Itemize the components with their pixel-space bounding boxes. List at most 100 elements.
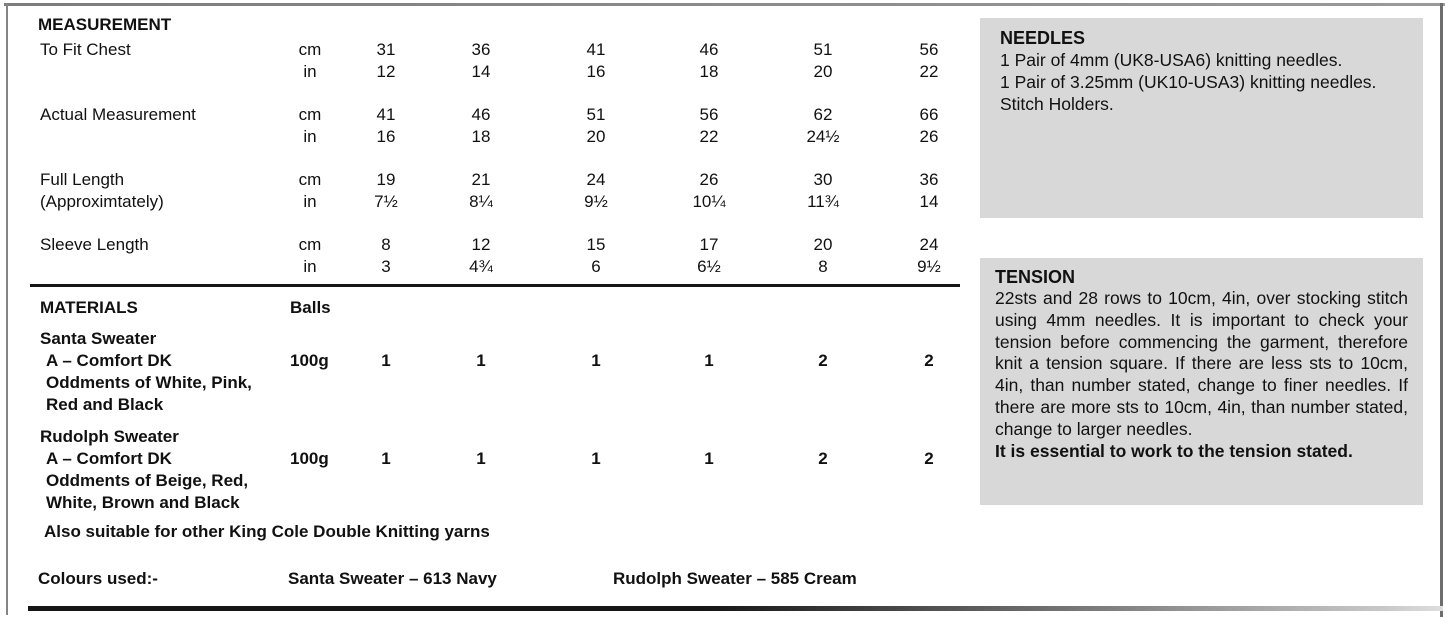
material-name-line: White, Brown and Black (46, 493, 240, 512)
size-value: 21 (471, 170, 491, 189)
measurement-row-cm-line: Full Length cm 19 21 24 26 30 36 (38, 169, 970, 191)
size-value: 24 (919, 235, 939, 254)
measurement-row-cm-line: Sleeve Length cm 8 12 15 17 20 24 (38, 234, 970, 256)
unit-in: in (303, 62, 317, 81)
balls-count: 1 (591, 449, 601, 468)
measurement-row-full-length: Full Length cm 19 21 24 26 30 36 (Approx… (38, 169, 970, 213)
measurement-row-in-line: in 3 4¾ 6 6½ 8 9½ (38, 256, 970, 278)
size-value: 20 (813, 62, 833, 81)
needles-line: 1 Pair of 3.25mm (UK10-USA3) knitting ne… (1000, 72, 1377, 92)
row-label: Full Length (40, 170, 125, 189)
size-value: 18 (699, 62, 719, 81)
size-value: 10¼ (692, 192, 726, 211)
balls-count: 2 (924, 351, 934, 370)
material-name-line: A – Comfort DK (46, 449, 172, 468)
tension-emphasis-text: It is essential to work to the tension s… (995, 440, 1353, 461)
size-value: 17 (699, 235, 719, 254)
size-value: 15 (586, 235, 606, 254)
colour-santa-sweater: Santa Sweater – 613 Navy (288, 569, 497, 588)
unit-cm: cm (298, 40, 322, 59)
ball-weight: 100g (290, 351, 329, 370)
size-value: 26 (919, 127, 939, 146)
size-value: 16 (376, 127, 396, 146)
material-name-line: A – Comfort DK (46, 351, 172, 370)
balls-count: 2 (818, 449, 828, 468)
size-value: 26 (699, 170, 719, 189)
size-value: 8 (381, 235, 391, 254)
size-value: 12 (376, 62, 396, 81)
size-value: 41 (586, 40, 606, 59)
material-row-santa-sweater: Santa Sweater A – Comfort DK Oddments of… (38, 328, 970, 416)
measurement-row-cm-line: Actual Measurement cm 41 46 51 56 62 66 (38, 104, 970, 126)
measurement-row-in-line: in 12 14 16 18 20 22 (38, 61, 970, 83)
page-border-top (4, 3, 1445, 6)
size-value: 22 (919, 62, 939, 81)
size-value: 4¾ (469, 257, 493, 276)
size-value: 51 (813, 40, 833, 59)
material-name-line: Oddments of White, Pink, (46, 373, 252, 392)
unit-cm: cm (298, 235, 322, 254)
size-value: 6 (591, 257, 601, 276)
size-value: 11¾ (807, 192, 839, 211)
section-divider-rule (30, 284, 960, 287)
measurement-section-title: MEASUREMENT (38, 15, 172, 34)
material-row-rudolph-sweater: Rudolph Sweater A – Comfort DK Oddments … (38, 426, 970, 514)
row-label: Sleeve Length (40, 235, 149, 254)
measurement-row-in-line: in 16 18 20 22 24½ 26 (38, 126, 970, 148)
size-value: 14 (471, 62, 491, 81)
material-name: Santa Sweater A – Comfort DK Oddments of… (38, 328, 278, 416)
unit-in: in (303, 257, 317, 276)
material-name-line: Santa Sweater (40, 329, 157, 348)
colour-rudolph-sweater: Rudolph Sweater – 585 Cream (613, 569, 857, 588)
row-label-2: (Approximtately) (40, 192, 164, 211)
size-value: 31 (376, 40, 396, 59)
size-value: 9½ (584, 192, 608, 211)
needles-panel: NEEDLES 1 Pair of 4mm (UK8-USA6) knittin… (980, 18, 1423, 218)
size-value: 24½ (806, 127, 840, 146)
balls-count: 1 (704, 351, 714, 370)
size-value: 46 (471, 105, 491, 124)
balls-count: 1 (381, 351, 391, 370)
size-value: 9½ (917, 257, 941, 276)
size-value: 20 (586, 127, 606, 146)
size-value: 18 (471, 127, 491, 146)
balls-count: 1 (591, 351, 601, 370)
size-value: 41 (376, 105, 396, 124)
materials-section-title: MATERIALS (40, 298, 138, 317)
needles-line: 1 Pair of 4mm (UK8-USA6) knitting needle… (1000, 50, 1343, 70)
measurement-row-actual-measurement: Actual Measurement cm 41 46 51 56 62 66 … (38, 104, 970, 148)
size-value: 12 (471, 235, 491, 254)
size-value: 3 (381, 257, 391, 276)
size-value: 6½ (697, 257, 721, 276)
row-label-2 (38, 126, 278, 148)
balls-count: 1 (704, 449, 714, 468)
size-value: 56 (699, 105, 719, 124)
measurement-row-in-line: (Approximtately) in 7½ 8¼ 9½ 10¼ 11¾ 14 (38, 191, 970, 213)
unit-in: in (303, 127, 317, 146)
balls-count: 2 (924, 449, 934, 468)
unit-cm: cm (298, 105, 322, 124)
size-value: 8 (818, 257, 828, 276)
balls-count: 1 (476, 449, 486, 468)
ball-weight: 100g (290, 449, 329, 468)
size-value: 16 (586, 62, 606, 81)
measurement-row-to-fit-chest: To Fit Chest cm 31 36 41 46 51 56 in 12 … (38, 39, 970, 83)
colours-used-label: Colours used:- (38, 569, 158, 588)
size-value: 19 (376, 170, 396, 189)
size-value: 30 (813, 170, 833, 189)
size-value: 56 (919, 40, 939, 59)
material-name-line: Rudolph Sweater (40, 427, 179, 446)
size-value: 14 (919, 192, 939, 211)
materials-header-row: MATERIALS Balls (38, 297, 970, 319)
material-name-line: Red and Black (46, 395, 164, 414)
size-value: 46 (699, 40, 719, 59)
page-border-right (1440, 3, 1443, 617)
page-border-left (6, 3, 8, 615)
material-name: Rudolph Sweater A – Comfort DK Oddments … (38, 426, 278, 514)
row-label: To Fit Chest (40, 40, 131, 59)
size-value: 8¼ (469, 192, 493, 211)
needles-line: Stitch Holders. (1000, 94, 1114, 114)
size-value: 36 (471, 40, 491, 59)
tension-body-text: 22sts and 28 rows to 10cm, 4in, over sto… (995, 288, 1408, 439)
